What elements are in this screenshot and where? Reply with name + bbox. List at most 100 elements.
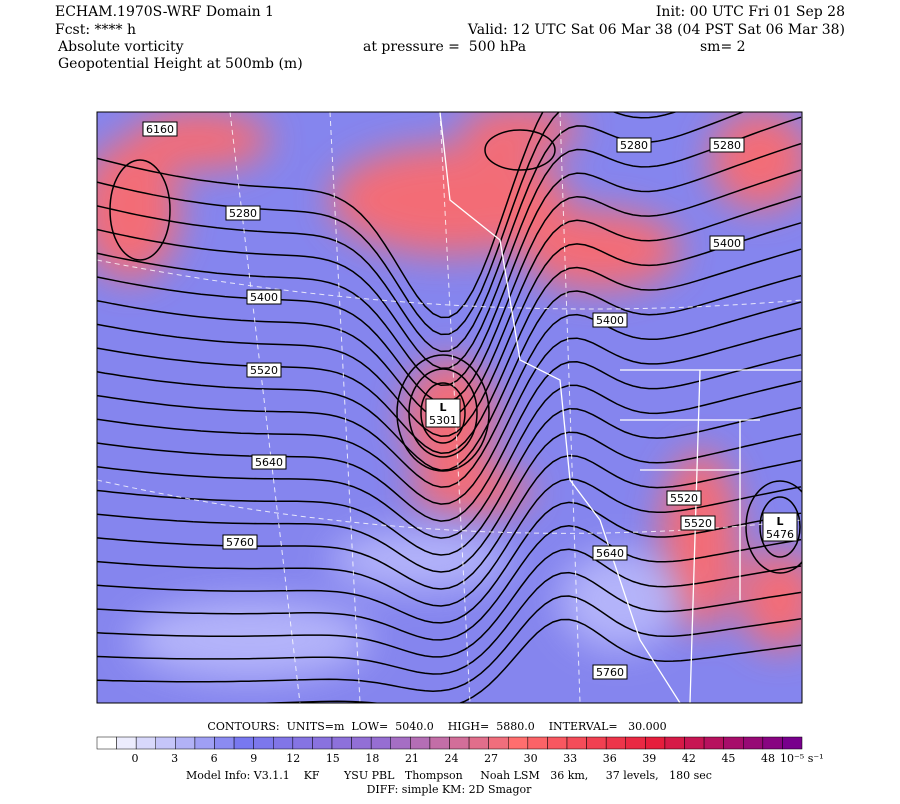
contour-label-box [592, 312, 628, 328]
map-frame [96, 111, 803, 704]
colorbar-swatch [703, 736, 724, 750]
colorbar-swatch [508, 736, 529, 750]
colorbar-swatch [370, 736, 391, 750]
model-title: ECHAM.1970S-WRF Domain 1 [55, 4, 274, 20]
colorbar-swatch [645, 736, 666, 750]
colorbar-units: 10⁻⁵ s⁻¹ [780, 752, 824, 765]
contour-line [396, 354, 490, 472]
colorbar-swatch [586, 736, 607, 750]
colorbar-swatch [194, 736, 215, 750]
colorbar-tick-label: 33 [563, 752, 577, 765]
low-symbol: L [439, 401, 446, 414]
valid-time: Valid: 12 UTC Sat 06 Mar 38 (04 PST Sat … [467, 22, 845, 38]
colorbar-swatch [429, 736, 450, 750]
contour-line [97, 454, 802, 590]
colorbar-swatch [116, 736, 137, 750]
colorbar-tick-label: 42 [682, 752, 696, 765]
colorbar-swatch [351, 736, 372, 750]
colorbar-swatch [273, 736, 294, 750]
contour-label: 5400 [713, 237, 741, 250]
colorbar-swatch [743, 736, 764, 750]
contour-label-box [680, 515, 716, 531]
colorbar-swatch [312, 736, 333, 750]
contour-line [97, 112, 678, 336]
contour-label: 5280 [620, 139, 648, 152]
colorbar-swatch [390, 736, 411, 750]
contour-line [97, 595, 802, 692]
contour-label: 5520 [684, 517, 712, 530]
low-symbol: L [776, 515, 783, 528]
colorbar-tick-label: 39 [642, 752, 656, 765]
contour-line [97, 406, 802, 556]
contour-label: 5760 [226, 536, 254, 549]
colorbar-tick-label: 15 [326, 752, 340, 765]
colorbar-swatch [762, 736, 783, 750]
contour-line [97, 571, 802, 675]
contour-label-box [142, 121, 178, 137]
contour-line [745, 480, 802, 574]
colorbar-tick-label: 3 [171, 752, 178, 765]
colorbar-tick-label: 12 [286, 752, 300, 765]
colorbar-swatch [135, 736, 157, 750]
field-name: Geopotential Height at 500mb (m) [58, 56, 303, 72]
contour-label: 5520 [250, 364, 278, 377]
colorbar-tick-label: 9 [250, 752, 257, 765]
contour-label-box [592, 545, 628, 561]
colorbar-tick-label: 0 [132, 752, 139, 765]
contour-line [97, 222, 802, 437]
contour-line [97, 478, 802, 607]
contour-label-box [246, 289, 282, 305]
colorbar-swatch [488, 736, 509, 750]
contour-info: CONTOURS: UNITS=m LOW= 5040.0 HIGH= 5880… [207, 720, 666, 733]
colorbar-swatch [527, 736, 548, 750]
colorbar-tick-label: 21 [405, 752, 419, 765]
colorbar-swatch [233, 736, 254, 750]
contour-line [97, 116, 802, 370]
colorbar-swatch [253, 736, 274, 750]
colorbar-swatch [155, 736, 176, 750]
contour-label: 5280 [229, 207, 257, 220]
contour-line [97, 248, 802, 454]
contour-label: 5520 [670, 492, 698, 505]
contour-line [408, 368, 478, 458]
contour-label: 6160 [146, 123, 174, 136]
contour-label: 5760 [596, 666, 624, 679]
contour-line [420, 382, 466, 444]
diff-info: DIFF: simple KM: 2D Smagor [367, 783, 533, 796]
colorbar-tick-label: 18 [365, 752, 379, 765]
colorbar-swatch [664, 736, 685, 750]
contour-label-box [709, 137, 745, 153]
contour-line [97, 354, 802, 522]
colorbar-swatch [782, 736, 803, 750]
contour-line [97, 274, 802, 471]
contour-line [97, 327, 802, 505]
contour-label-box [225, 205, 261, 221]
contour-label: 5400 [250, 291, 278, 304]
contour-label: 5640 [255, 456, 283, 469]
low-value: 5476 [766, 528, 794, 541]
low-box [762, 512, 798, 542]
map-area [97, 112, 802, 703]
contour-line [246, 618, 802, 703]
colorbar-swatch [566, 736, 587, 750]
model-info: Model Info: V3.1.1 KF YSU PBL Thompson N… [186, 769, 712, 782]
colorbar-swatch [175, 736, 196, 750]
colorbar-swatch [96, 736, 117, 750]
contour-line [484, 129, 556, 171]
low-value: 5301 [429, 414, 457, 427]
colorbar-swatch [214, 736, 235, 750]
contour-label: 5400 [596, 314, 624, 327]
contour-label-box [222, 534, 258, 550]
colorbar-swatch [292, 736, 313, 750]
colorbar-tick-label: 45 [721, 752, 735, 765]
colorbar-swatch [410, 736, 431, 750]
contour-line [109, 159, 171, 261]
smoothing: sm= 2 [700, 39, 746, 55]
colorbar-tick-label: 27 [484, 752, 498, 765]
colorbar-swatch [547, 736, 568, 750]
contour-line [97, 142, 802, 387]
colorbar-swatch [331, 736, 352, 750]
contour-line [97, 501, 802, 624]
contour-label-box [709, 235, 745, 251]
